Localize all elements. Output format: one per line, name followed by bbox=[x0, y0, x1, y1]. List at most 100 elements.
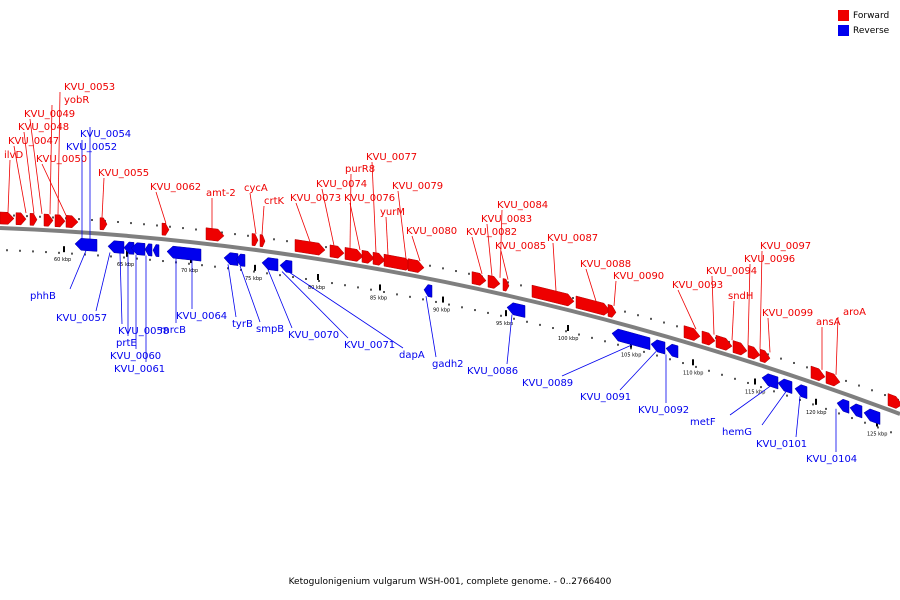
reverse-gene-arrow bbox=[261, 257, 279, 272]
guide-dot bbox=[461, 306, 463, 309]
reverse-gene-label: KVU_0071 bbox=[344, 340, 395, 351]
forward-gene-arrow bbox=[259, 234, 266, 248]
guide-dot bbox=[773, 390, 775, 393]
guide-dot bbox=[240, 268, 242, 271]
guide-dot bbox=[305, 277, 307, 280]
forward-gene-arrow bbox=[759, 348, 771, 364]
guide-dot bbox=[468, 272, 470, 275]
guide-dot bbox=[169, 225, 171, 228]
reverse-gene-label: gadh2 bbox=[432, 359, 464, 370]
scale-label: 125 kbp bbox=[867, 431, 887, 437]
guide-dot bbox=[201, 264, 203, 267]
reverse-gene-arrow bbox=[74, 238, 98, 252]
guide-dot bbox=[19, 249, 21, 252]
legend-reverse: Reverse bbox=[838, 25, 889, 36]
forward-gene-label: KVU_0099 bbox=[762, 308, 813, 319]
forward-gene-label: KVU_0048 bbox=[18, 122, 69, 133]
reverse-gene-label: KVU_0057 bbox=[56, 313, 107, 324]
genome-backbone bbox=[0, 226, 900, 416]
scale-label: 85 kbp bbox=[370, 295, 387, 301]
guide-dot bbox=[422, 298, 424, 301]
scale-label: 80 kbp bbox=[308, 285, 325, 291]
guide-dot bbox=[643, 350, 645, 353]
guide-dot bbox=[357, 286, 359, 289]
forward-gene-arrow bbox=[810, 365, 826, 382]
forward-gene-arrow bbox=[487, 274, 501, 289]
reverse-gene-leader bbox=[69, 250, 87, 290]
legend-reverse-label: Reverse bbox=[853, 25, 890, 36]
reverse-gene-arrow bbox=[123, 241, 135, 255]
reverse-gene-arrow bbox=[107, 240, 125, 254]
guide-dot bbox=[786, 394, 788, 397]
guide-dot bbox=[767, 353, 769, 356]
forward-gene-leader bbox=[7, 159, 11, 213]
forward-gene-arrow bbox=[531, 284, 575, 307]
guide-dot bbox=[110, 255, 112, 258]
guide-dot bbox=[234, 233, 236, 236]
reverse-gene-leader bbox=[506, 314, 513, 365]
reverse-gene-leader bbox=[561, 344, 633, 377]
forward-gene-leader bbox=[101, 177, 105, 218]
guide-dot bbox=[864, 421, 866, 424]
guide-dot bbox=[318, 279, 320, 282]
reverse-gene-arrow bbox=[223, 252, 239, 266]
guide-dot bbox=[455, 270, 457, 273]
guide-dot bbox=[32, 250, 34, 253]
reverse-gene-label: KVU_0064 bbox=[176, 311, 227, 322]
guide-dot bbox=[448, 303, 450, 306]
reverse-gene-arrow bbox=[665, 343, 679, 359]
forward-gene-label: KVU_0047 bbox=[8, 136, 59, 147]
forward-gene-label: yobR bbox=[64, 95, 89, 106]
reverse-gene-label: KVU_0104 bbox=[806, 454, 857, 465]
forward-gene-leader bbox=[261, 205, 265, 235]
guide-dot bbox=[331, 282, 333, 285]
guide-dot bbox=[845, 379, 847, 382]
guide-dot bbox=[253, 270, 255, 273]
guide-dot bbox=[682, 362, 684, 365]
guide-dot bbox=[884, 394, 886, 397]
forward-gene-leader bbox=[385, 216, 389, 255]
legend-forward-label: Forward bbox=[853, 10, 890, 21]
legend-forward-swatch bbox=[838, 10, 849, 21]
forward-gene-arrow bbox=[251, 233, 259, 247]
forward-gene-label: yurM bbox=[380, 207, 405, 218]
forward-gene-arrow bbox=[747, 344, 761, 360]
reverse-gene-label: KVU_0060 bbox=[110, 351, 161, 362]
reverse-gene-arrow bbox=[144, 243, 153, 257]
guide-dot bbox=[500, 314, 502, 317]
forward-gene-label: ansA bbox=[816, 317, 841, 328]
forward-gene-label: purR8 bbox=[345, 164, 375, 175]
forward-gene-arrow bbox=[372, 251, 386, 266]
guide-dot bbox=[247, 234, 249, 237]
forward-gene-leader bbox=[349, 173, 352, 249]
forward-gene-arrow bbox=[0, 211, 15, 225]
reverse-gene-arrow bbox=[166, 245, 202, 262]
forward-gene-label: KVU_0055 bbox=[98, 168, 149, 179]
forward-gene-leader bbox=[249, 192, 257, 235]
reverse-gene-label: KVU_0054 bbox=[80, 129, 131, 140]
forward-gene-arrow bbox=[715, 334, 733, 351]
guide-dot bbox=[793, 361, 795, 364]
reverse-gene-label: prtE bbox=[116, 338, 137, 349]
forward-gene-arrow bbox=[29, 213, 38, 226]
forward-gene-label: KVU_0093 bbox=[672, 280, 723, 291]
guide-dot bbox=[520, 284, 522, 287]
guide-dot bbox=[383, 290, 385, 293]
guide-dot bbox=[266, 272, 268, 275]
forward-gene-arrow bbox=[701, 330, 716, 346]
forward-gene-arrow bbox=[825, 370, 841, 387]
forward-gene-leader bbox=[321, 188, 335, 246]
guide-dot bbox=[370, 288, 372, 291]
forward-gene-leader bbox=[677, 289, 697, 330]
forward-gene-label: KVU_0094 bbox=[706, 266, 757, 277]
guide-dot bbox=[162, 260, 164, 263]
guide-dot bbox=[117, 220, 119, 223]
guide-dot bbox=[136, 257, 138, 260]
reverse-gene-arrow bbox=[777, 378, 793, 394]
scale-label: 90 kbp bbox=[433, 308, 450, 314]
guide-dot bbox=[676, 325, 678, 328]
reverse-gene-arrow bbox=[611, 328, 651, 351]
guide-dot bbox=[890, 431, 892, 434]
forward-gene-arrow bbox=[15, 212, 27, 226]
forward-gene-label: KVU_0062 bbox=[150, 182, 201, 193]
